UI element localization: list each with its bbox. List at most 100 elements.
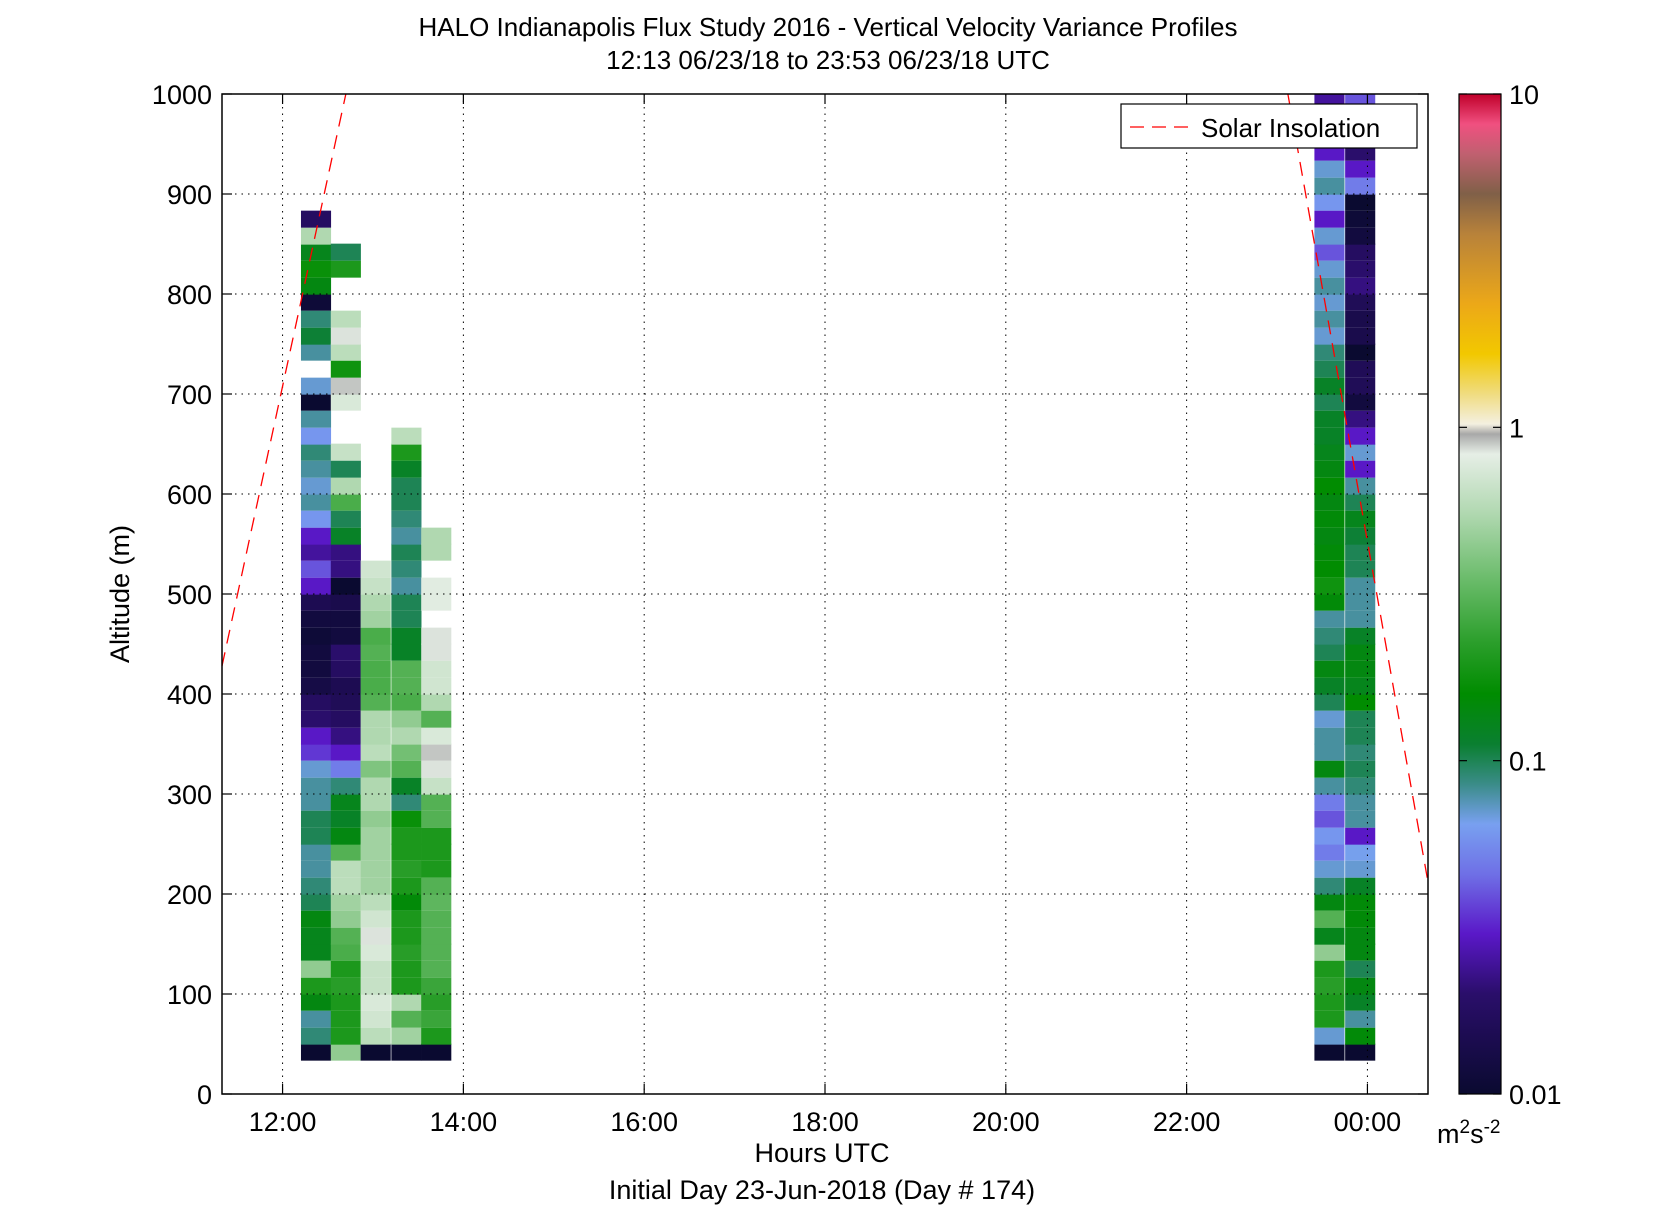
heatmap-cell: [1345, 860, 1376, 878]
heatmap-cell: [1345, 377, 1376, 395]
heatmap-cell: [1345, 960, 1376, 978]
x-tick-label: 12:00: [249, 1107, 317, 1137]
heatmap-cell: [391, 927, 422, 945]
heatmap-cell: [1314, 210, 1345, 228]
heatmap-cell: [1345, 477, 1376, 495]
heatmap-cell: [360, 993, 391, 1011]
heatmap-cell: [421, 927, 452, 945]
colorbar-ticks: 0.01 0.1 1 10: [1459, 80, 1562, 1110]
heatmap-cell: [300, 710, 332, 728]
heatmap-cell: [1345, 1010, 1376, 1028]
colorbar-gradient: [1458, 93, 1502, 1095]
heatmap-cell: [421, 677, 452, 695]
heatmap-cell: [1345, 977, 1376, 995]
colorbar-tick-label: 0.01: [1509, 1080, 1562, 1110]
heatmap-cell: [421, 977, 452, 995]
heatmap-cell: [391, 610, 422, 628]
heatmap-cell: [330, 543, 361, 561]
heatmap-cell: [391, 543, 422, 561]
heatmap-cell: [330, 727, 361, 745]
heatmap-cell: [391, 977, 422, 995]
heatmap-cell: [1314, 477, 1345, 495]
y-axis-label: Altitude (m): [105, 525, 135, 663]
heatmap-cell: [360, 743, 391, 761]
chart-title: HALO Indianapolis Flux Study 2016 - Vert…: [419, 12, 1238, 42]
heatmap-cell: [360, 927, 391, 945]
heatmap-cell: [391, 493, 422, 511]
heatmap-cell: [330, 627, 361, 645]
heatmap-cell: [1314, 193, 1345, 211]
heatmap-cell: [330, 443, 361, 461]
heatmap-cell: [1345, 660, 1376, 678]
heatmap-cell: [1314, 560, 1345, 578]
heatmap-cell: [421, 960, 452, 978]
heatmap-cell: [360, 677, 391, 695]
heatmap-cell: [1345, 310, 1376, 328]
x-axis-label: Hours UTC: [754, 1138, 889, 1168]
heatmap-cell: [391, 560, 422, 578]
heatmap-cell: [300, 793, 332, 811]
heatmap-cell: [1314, 677, 1345, 695]
heatmap-cell: [1314, 627, 1345, 645]
heatmap-cell: [300, 693, 332, 711]
heatmap-cell: [360, 627, 391, 645]
heatmap-cell: [391, 943, 422, 961]
heatmap-cell: [330, 393, 361, 411]
x-tick-label: 00:00: [1334, 1107, 1402, 1137]
heatmap-cell: [330, 310, 361, 328]
heatmap-cell: [1345, 877, 1376, 895]
heatmap-cell: [1314, 993, 1345, 1011]
legend: Solar Insolation: [1120, 103, 1418, 149]
heatmap-cell: [421, 627, 452, 645]
heatmap-cell: [360, 843, 391, 861]
heatmap-cell: [300, 993, 332, 1011]
heatmap-cell: [360, 760, 391, 778]
heatmap-cell: [391, 510, 422, 528]
heatmap-cell: [330, 910, 361, 928]
heatmap-cell: [1345, 260, 1376, 278]
heatmap-cell: [391, 843, 422, 861]
heatmap-cell: [300, 1043, 332, 1061]
heatmap-cell: [300, 893, 332, 911]
heatmap-cell: [1345, 793, 1376, 811]
heatmap-cell: [300, 593, 332, 611]
heatmap-cell: [391, 860, 422, 878]
heatmap-cell: [391, 627, 422, 645]
heatmap-cell: [300, 493, 332, 511]
heatmap-cell: [1314, 327, 1345, 345]
heatmap-cell: [1314, 960, 1345, 978]
heatmap-cell: [300, 377, 332, 395]
heatmap-cell: [300, 760, 332, 778]
heatmap-cell: [1314, 410, 1345, 428]
heatmap-cell: [1314, 943, 1345, 961]
heatmap-cell: [1314, 743, 1345, 761]
heatmap-cell: [391, 793, 422, 811]
heatmap-cell: [300, 960, 332, 978]
heatmap-cell: [330, 1027, 361, 1045]
heatmap-cell: [300, 727, 332, 745]
heatmap-cell: [421, 877, 452, 895]
heatmap-cell: [1345, 593, 1376, 611]
heatmap-cell: [1314, 393, 1345, 411]
heatmap-cell: [421, 810, 452, 828]
heatmap-cell: [300, 577, 332, 595]
heatmap-cell: [1345, 743, 1376, 761]
heatmap-cell: [391, 427, 422, 445]
heatmap-cell: [360, 643, 391, 661]
heatmap-cell: [330, 777, 361, 795]
x-axis-sublabel: Initial Day 23-Jun-2018 (Day # 174): [609, 1175, 1035, 1205]
heatmap-cell: [360, 960, 391, 978]
heatmap-cell: [391, 893, 422, 911]
heatmap-cell: [360, 577, 391, 595]
heatmap-cell: [330, 643, 361, 661]
heatmap-cell: [1314, 710, 1345, 728]
heatmap-cell: [391, 460, 422, 478]
heatmap-cell: [421, 993, 452, 1011]
heatmap-cell: [421, 527, 452, 545]
heatmap-cell: [1314, 360, 1345, 378]
heatmap-cell: [330, 510, 361, 528]
heatmap-cell: [421, 793, 452, 811]
colorbar-units-base: m: [1437, 1119, 1460, 1149]
heatmap-cell: [1345, 693, 1376, 711]
